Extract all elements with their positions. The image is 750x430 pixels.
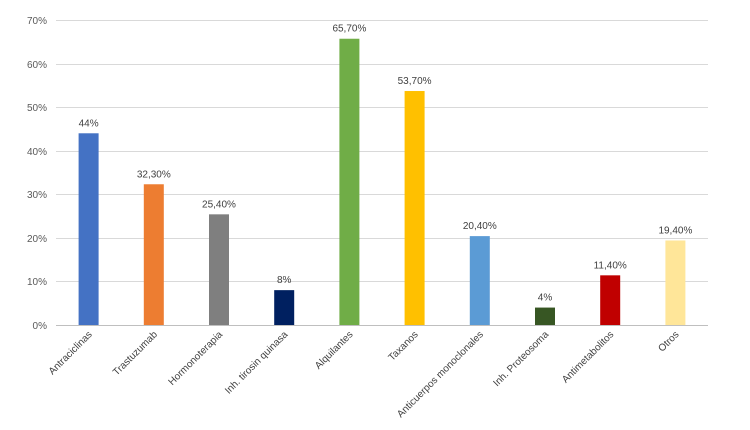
data-label: 44% [79, 118, 99, 129]
gridlines [56, 20, 708, 326]
bar [404, 91, 425, 326]
data-label: 8% [277, 275, 292, 286]
y-tick-label: 40% [27, 147, 47, 158]
y-tick-label: 10% [27, 277, 47, 288]
y-tick-label: 50% [27, 103, 47, 114]
data-label: 32,30% [137, 169, 171, 180]
bar [78, 133, 99, 325]
x-axis-tick-labels: Antraciclinas Trastuzumab HormonoterapiaIn… [47, 329, 682, 420]
x-tick-label: Alquilantes [313, 329, 355, 371]
y-tick-label: 30% [27, 190, 47, 201]
bar [535, 307, 555, 325]
data-label: 4% [538, 293, 553, 304]
x-tick-label: Antimetabolitos [560, 329, 616, 385]
data-label: 25,40% [202, 199, 236, 210]
bar [665, 240, 686, 325]
bar [209, 214, 229, 325]
x-tick-label: Trastuzumab [111, 329, 160, 378]
x-tick-label: Antraciclinas [47, 329, 95, 377]
x-tick-label: Inh. tirosin quinasa [223, 329, 290, 396]
bar [469, 236, 490, 325]
x-tick-label: Hormonoterapia [167, 329, 226, 388]
data-label: 11,40% [594, 260, 627, 271]
x-tick-label: Otros [656, 329, 681, 354]
x-tick-label: Inh. Proteosoma [491, 329, 551, 389]
y-tick-label: 0% [33, 321, 48, 332]
data-label: 19,40% [658, 225, 692, 236]
y-tick-label: 60% [27, 60, 47, 71]
data-label: 20,40% [463, 221, 497, 232]
data-label: 53,70% [398, 76, 432, 87]
bars [78, 38, 686, 326]
bar [143, 184, 164, 325]
x-tick-label: Taxanos [387, 329, 421, 363]
y-tick-label: 20% [27, 234, 47, 245]
bar [339, 38, 360, 325]
y-tick-label: 70% [27, 16, 47, 27]
bar [274, 290, 295, 325]
data-label: 65,70% [332, 24, 366, 35]
data-labels: 44% 32,30% 25,40% 8% 65,70% 53,70% 20,40% 4% 11,… [79, 24, 693, 304]
y-axis-tick-labels: 0% 10% 20% 30% 40% 50% 60% 70% [27, 16, 47, 332]
bar [600, 275, 621, 325]
